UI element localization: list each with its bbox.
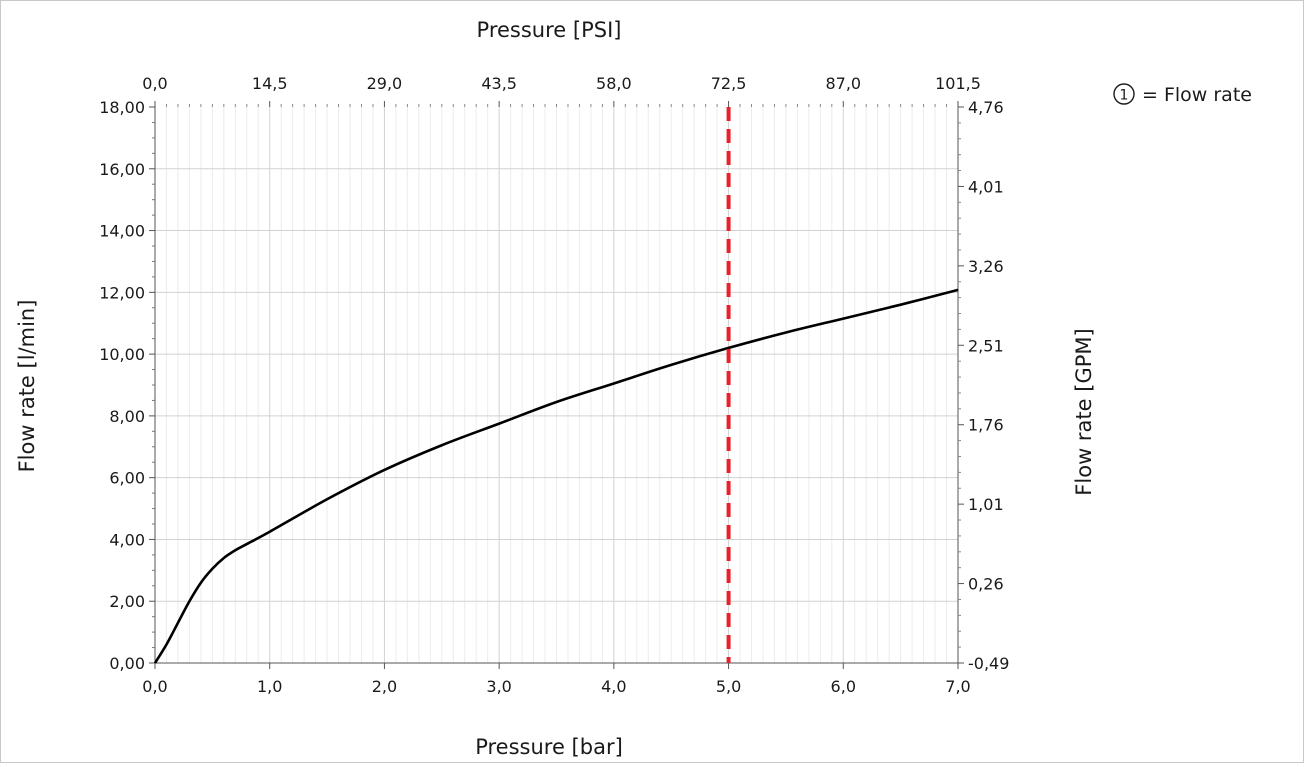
axes bbox=[149, 101, 964, 669]
y-tick-label: 12,00 bbox=[99, 283, 145, 302]
y2-axis-title: Flow rate [GPM] bbox=[1072, 328, 1096, 495]
minor-grid bbox=[165, 107, 948, 663]
y2-tick-label: 0,26 bbox=[968, 575, 1004, 594]
y2-tick-label: -0,49 bbox=[968, 654, 1009, 673]
y2-tick-label: 3,26 bbox=[968, 257, 1004, 276]
y2-tick-label: 4,76 bbox=[968, 98, 1004, 117]
x2-tick-label: 29,0 bbox=[367, 74, 403, 93]
x-tick-label: 6,0 bbox=[831, 677, 856, 696]
x-tick-label: 4,0 bbox=[601, 677, 626, 696]
x2-tick-label: 58,0 bbox=[596, 74, 632, 93]
x2-tick-label: 0,0 bbox=[142, 74, 167, 93]
y-tick-label: 16,00 bbox=[99, 160, 145, 179]
x-tick-label: 3,0 bbox=[486, 677, 511, 696]
x2-tick-label: 72,5 bbox=[711, 74, 747, 93]
y-tick-label: 18,00 bbox=[99, 98, 145, 117]
y-tick-label: 8,00 bbox=[109, 407, 145, 426]
x-tick-label: 5,0 bbox=[716, 677, 741, 696]
tick-labels: 0,0 1,0 2,0 3,0 4,0 5,0 6,0 7,0 0,0 14,5 29,0 43,5 5… bbox=[99, 74, 1009, 696]
data-marks bbox=[153, 107, 959, 664]
x-tick-label: 2,0 bbox=[372, 677, 397, 696]
legend-text: = Flow rate bbox=[1142, 84, 1252, 106]
major-grid bbox=[155, 107, 958, 663]
flow-rate-line bbox=[153, 288, 959, 664]
y-tick-label: 10,00 bbox=[99, 345, 145, 364]
y2-tick-label: 2,51 bbox=[968, 336, 1004, 355]
x-tick-label: 7,0 bbox=[945, 677, 970, 696]
x2-tick-label: 43,5 bbox=[481, 74, 517, 93]
legend-marker-number: 1 bbox=[1120, 88, 1129, 104]
y-tick-label: 14,00 bbox=[99, 222, 145, 241]
x2-tick-label: 87,0 bbox=[825, 74, 861, 93]
x2-tick-label: 101,5 bbox=[935, 74, 981, 93]
x2-tick-label: 14,5 bbox=[252, 74, 288, 93]
y-tick-label: 4,00 bbox=[109, 530, 145, 549]
y2-tick-label: 1,76 bbox=[968, 416, 1004, 435]
x2-axis-title: Pressure [PSI] bbox=[477, 18, 622, 42]
x-axis-title: Pressure [bar] bbox=[475, 735, 623, 759]
x-tick-label: 1,0 bbox=[257, 677, 282, 696]
y-tick-label: 2,00 bbox=[109, 592, 145, 611]
y-axis-title: Flow rate [l/min] bbox=[15, 300, 39, 473]
y-tick-label: 0,00 bbox=[109, 654, 145, 673]
x-tick-label: 0,0 bbox=[142, 677, 167, 696]
y2-tick-label: 1,01 bbox=[968, 495, 1004, 514]
legend: 1 = Flow rate bbox=[1113, 83, 1252, 106]
legend-marker-circle bbox=[1113, 83, 1135, 105]
y2-tick-label: 4,01 bbox=[968, 177, 1004, 196]
y-tick-label: 6,00 bbox=[109, 469, 145, 488]
